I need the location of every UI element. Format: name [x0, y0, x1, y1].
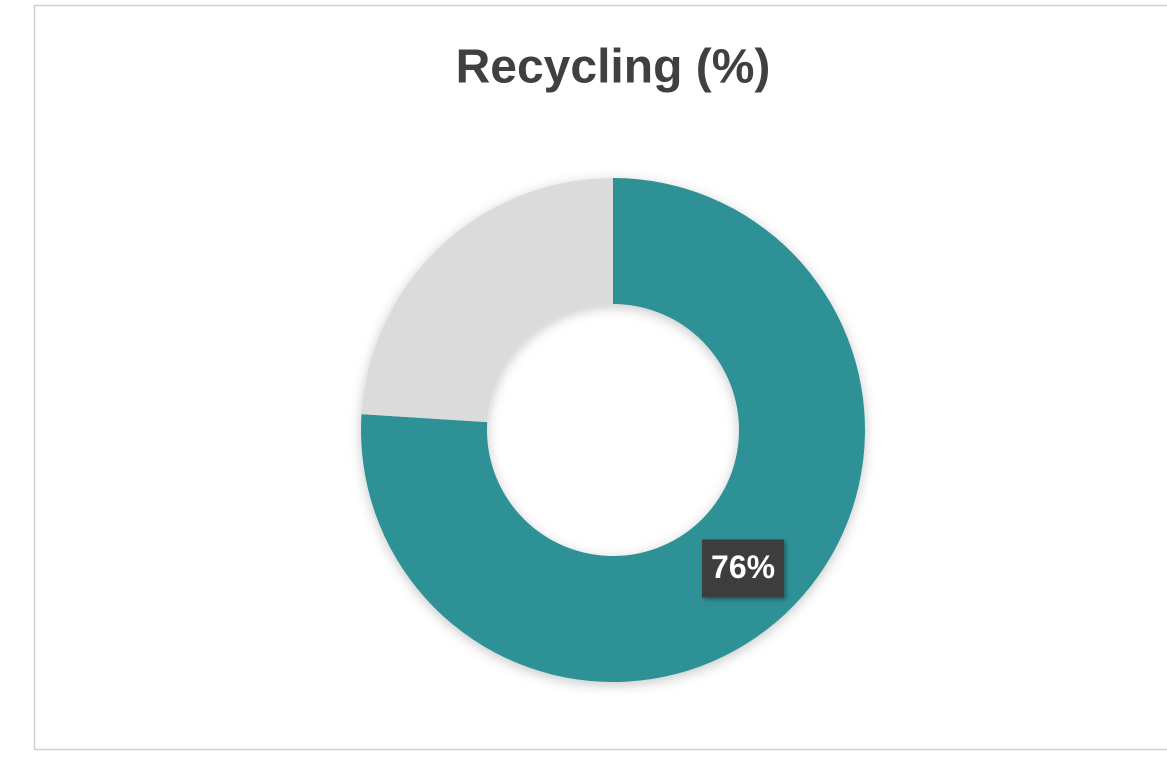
- chart-title: Recycling (%): [456, 41, 771, 94]
- donut-segment: [361, 178, 613, 423]
- data-label-text: 76%: [711, 549, 775, 585]
- data-label: 76%: [702, 539, 785, 598]
- data-label-box: [702, 539, 785, 598]
